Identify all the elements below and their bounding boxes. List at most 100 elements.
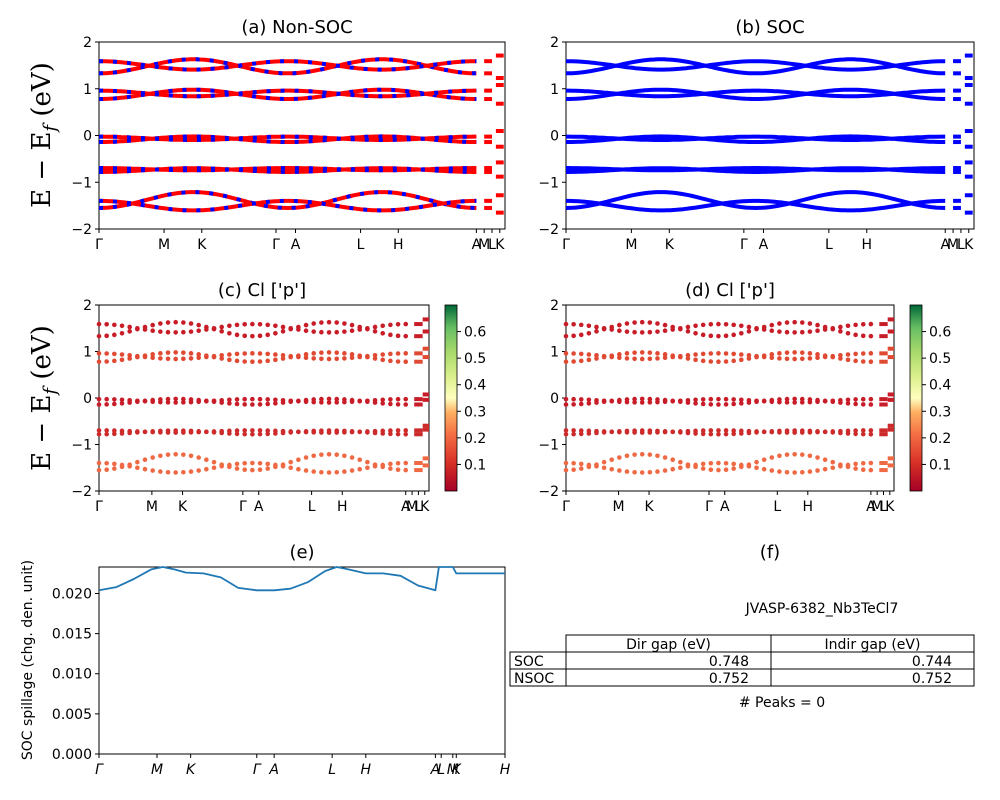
projection-point <box>311 356 317 361</box>
projection-point <box>403 428 409 433</box>
projection-point <box>150 468 155 473</box>
projection-point <box>830 398 836 404</box>
projection-point <box>280 463 286 469</box>
projection-point <box>242 460 247 466</box>
projection-point <box>678 353 683 359</box>
projection-point <box>273 401 278 406</box>
projection-point <box>135 429 140 434</box>
projection-point <box>357 457 363 463</box>
projection-point <box>578 351 584 357</box>
projection-point <box>662 328 668 334</box>
projection-point <box>639 319 645 325</box>
projection-point <box>700 461 706 467</box>
projection-point <box>716 321 721 327</box>
band-line <box>566 134 946 142</box>
projection-point <box>319 430 324 435</box>
projection-point <box>693 401 698 406</box>
projection-point <box>303 328 309 334</box>
y-tick-label: 1 <box>550 345 559 361</box>
table-header: Indir gap (eV) <box>825 637 921 653</box>
band-line <box>566 166 946 173</box>
projection-point <box>112 351 117 357</box>
projection-point <box>142 354 148 360</box>
projection-point <box>158 351 163 356</box>
projection-point <box>319 452 324 457</box>
projection-point <box>777 430 782 435</box>
projection-point <box>655 351 660 356</box>
projection-point <box>845 330 851 336</box>
projection-point <box>563 428 569 433</box>
projection-point <box>807 351 813 356</box>
x-tick-label: Γ <box>253 762 262 778</box>
projection-point <box>158 453 163 459</box>
projection-point <box>242 359 247 364</box>
projection-point <box>112 431 117 437</box>
projection-point <box>769 399 775 405</box>
projection-point <box>655 329 660 334</box>
projection-point <box>639 396 645 402</box>
projection-point <box>257 460 263 466</box>
projection-point <box>326 430 332 435</box>
projection-point <box>746 329 752 334</box>
projection-point <box>403 351 409 356</box>
band-line <box>566 198 946 213</box>
projection-point <box>739 397 744 403</box>
projection-point <box>395 402 401 407</box>
projection-point <box>563 467 569 473</box>
y-tick-label: −2 <box>71 484 92 500</box>
projection-point <box>250 467 255 473</box>
projection-point <box>188 430 194 435</box>
x-tick-label: A <box>401 499 411 515</box>
projection-point <box>868 428 874 433</box>
projection-point <box>142 327 148 332</box>
projection-point <box>700 466 706 471</box>
projection-point <box>578 332 584 338</box>
projection-point <box>342 469 347 474</box>
projection-point <box>716 428 721 433</box>
projection-point <box>142 457 148 463</box>
projection-point <box>311 453 317 459</box>
projection-point <box>784 400 790 405</box>
projection-point <box>150 328 155 334</box>
projection-point <box>662 352 668 357</box>
projection-point <box>708 428 714 433</box>
projection-point <box>746 352 752 358</box>
axes-frame <box>565 304 895 492</box>
projection-point <box>777 351 782 356</box>
x-tick-label: Γ <box>95 237 103 253</box>
projection-point <box>119 428 125 434</box>
projection-point <box>242 396 247 402</box>
projection-point <box>685 397 691 403</box>
projection-point <box>754 398 759 404</box>
projection-point <box>708 467 714 472</box>
projection-point <box>739 401 744 406</box>
projection-point <box>96 321 102 327</box>
projection-point <box>257 351 263 356</box>
colorbar-tick-label: 0.3 <box>929 404 951 420</box>
projection-point <box>769 455 775 460</box>
projection-point <box>853 358 858 364</box>
projection-point <box>280 397 286 403</box>
projection-point <box>349 352 355 357</box>
projection-point <box>395 460 401 466</box>
x-tick-label: L <box>488 237 496 253</box>
x-tick-label: Γ <box>740 237 748 253</box>
y-tick-label: 2 <box>550 298 559 314</box>
projection-point <box>700 431 706 437</box>
projection-point <box>196 429 201 435</box>
projection-point <box>135 325 140 331</box>
projection-point <box>708 321 714 327</box>
projection-point <box>624 453 630 459</box>
projection-point <box>731 322 736 328</box>
projection-point <box>594 397 599 403</box>
projection-point <box>211 429 217 434</box>
projection-point <box>860 431 866 437</box>
projection-point <box>349 429 355 435</box>
panel-f: (f) JVASP-6382_Nb3TeCl7 Dir gap (eV) Indi… <box>509 542 975 711</box>
projection-point <box>165 430 171 435</box>
x-tick-label: Γ <box>272 237 280 253</box>
projection-point <box>135 353 140 359</box>
projection-point <box>853 351 858 357</box>
